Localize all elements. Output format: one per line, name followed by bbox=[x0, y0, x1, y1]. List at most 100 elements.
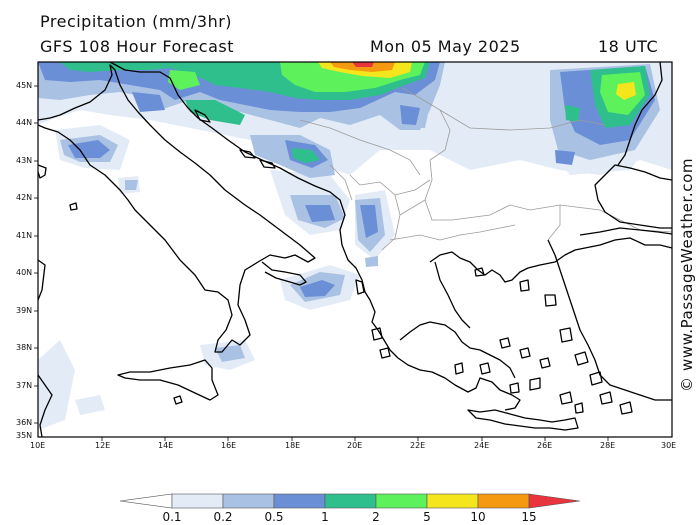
island-7 bbox=[559, 327, 573, 343]
precip-green-west bbox=[168, 70, 200, 90]
precip-teal-croatia bbox=[185, 100, 245, 125]
coast-chalkidiki bbox=[429, 237, 673, 283]
coast-marmara bbox=[579, 227, 673, 236]
legend-swatch-4 bbox=[324, 493, 377, 509]
island-corfu bbox=[355, 279, 365, 295]
forecast-time: 18 UTC bbox=[598, 37, 659, 56]
lat-label: 41N bbox=[16, 231, 33, 240]
precip-light-sw bbox=[38, 340, 75, 430]
lat-label: 45N bbox=[16, 81, 33, 90]
island-elba bbox=[69, 202, 78, 211]
lat-label: 44N bbox=[16, 118, 33, 127]
precip-lblue-c4 bbox=[365, 256, 378, 267]
country-borders bbox=[299, 87, 673, 251]
island-9 bbox=[589, 371, 603, 386]
legend-label: 1 bbox=[321, 510, 329, 524]
island-3 bbox=[544, 294, 557, 307]
precip-blue-bos bbox=[305, 205, 335, 222]
island-hr2 bbox=[239, 149, 256, 159]
legend-label: 5 bbox=[423, 510, 431, 524]
lon-label: 28E bbox=[600, 441, 616, 450]
legend-label: 0.2 bbox=[213, 510, 233, 524]
precip-yellow-bs bbox=[616, 82, 636, 100]
island-13 bbox=[479, 362, 491, 375]
precip-lblue-sic bbox=[215, 345, 245, 362]
lat-label: 39N bbox=[16, 306, 33, 315]
lat-label: 38N bbox=[16, 343, 33, 352]
coast-sicily bbox=[117, 359, 219, 401]
precip-blue-c6 bbox=[400, 105, 420, 125]
lat-label: 35N bbox=[16, 431, 33, 440]
island-hr3 bbox=[259, 159, 276, 169]
precip-blue-alb bbox=[360, 205, 378, 238]
lon-label: 30E bbox=[661, 441, 677, 450]
island-10 bbox=[529, 377, 541, 391]
legend-swatch-1 bbox=[171, 493, 224, 509]
legend-swatch-7 bbox=[477, 493, 530, 509]
forecast-label: GFS 108 Hour Forecast bbox=[40, 37, 235, 56]
island-2 bbox=[519, 279, 530, 292]
precip-light-sw2 bbox=[75, 395, 105, 415]
island-17 bbox=[619, 401, 633, 415]
axis-ticks bbox=[34, 85, 609, 441]
coastlines bbox=[37, 61, 673, 438]
coast-blacksea bbox=[594, 164, 673, 229]
lat-label: 37N bbox=[16, 381, 33, 390]
precip-blue-italy bbox=[68, 140, 110, 158]
legend-swatch-8 bbox=[528, 493, 581, 509]
lat-label: 40N bbox=[16, 268, 33, 277]
copyright-watermark: © www.PassageWeather.com bbox=[678, 157, 696, 392]
lon-label: 20E bbox=[347, 441, 363, 450]
precip-red-north bbox=[352, 62, 374, 67]
island-4 bbox=[499, 337, 511, 349]
island-14 bbox=[454, 362, 464, 375]
coast-turkey bbox=[547, 239, 672, 401]
island-1 bbox=[474, 267, 485, 277]
legend-label: 0.5 bbox=[264, 510, 284, 524]
legend-swatch-0 bbox=[119, 493, 173, 509]
legend-label: 0.1 bbox=[162, 510, 182, 524]
legend-swatch-6 bbox=[426, 493, 479, 509]
coast-heel bbox=[261, 261, 307, 286]
lat-label: 42N bbox=[16, 193, 33, 202]
island-11 bbox=[559, 391, 573, 405]
precip-teal-dalm bbox=[292, 148, 320, 163]
legend-swatch-5 bbox=[375, 493, 428, 509]
lon-label: 26E bbox=[537, 441, 553, 450]
lon-label: 10E bbox=[30, 441, 46, 450]
coast-greece-east bbox=[399, 321, 516, 379]
precipitation-areas bbox=[38, 62, 672, 430]
legend-label: 15 bbox=[521, 510, 537, 524]
forecast-date: Mon 05 May 2025 bbox=[370, 37, 521, 56]
island-15 bbox=[574, 402, 584, 414]
precip-lblue-c3 bbox=[125, 180, 138, 190]
lon-label: 18E bbox=[285, 441, 301, 450]
island-kef bbox=[371, 327, 383, 341]
coast-adriatic bbox=[109, 61, 521, 411]
lon-label: 14E bbox=[158, 441, 174, 450]
island-16 bbox=[599, 391, 613, 405]
coast-italy bbox=[37, 64, 316, 353]
lat-label: 43N bbox=[16, 156, 33, 165]
coast-thess bbox=[434, 261, 471, 329]
island-5 bbox=[519, 347, 531, 359]
precip-blue-c5 bbox=[132, 92, 165, 112]
legend-swatch-3 bbox=[273, 493, 326, 509]
coast-romania-bs bbox=[617, 61, 663, 166]
legend-swatch-2 bbox=[222, 493, 275, 509]
lon-label: 12E bbox=[95, 441, 111, 450]
island-6 bbox=[539, 357, 551, 369]
island-zak bbox=[379, 347, 391, 359]
map-title: Precipitation (mm/3hr) bbox=[40, 12, 233, 31]
map-frame bbox=[37, 61, 673, 438]
coast-sardinia bbox=[37, 259, 46, 301]
precip-blue-ion bbox=[300, 280, 335, 297]
legend-label: 2 bbox=[372, 510, 380, 524]
island-hr1 bbox=[194, 109, 211, 123]
lon-label: 22E bbox=[410, 441, 426, 450]
island-12 bbox=[509, 382, 520, 394]
lat-label: 36N bbox=[16, 418, 33, 427]
legend-label: 10 bbox=[470, 510, 486, 524]
coast-crete bbox=[467, 409, 579, 431]
